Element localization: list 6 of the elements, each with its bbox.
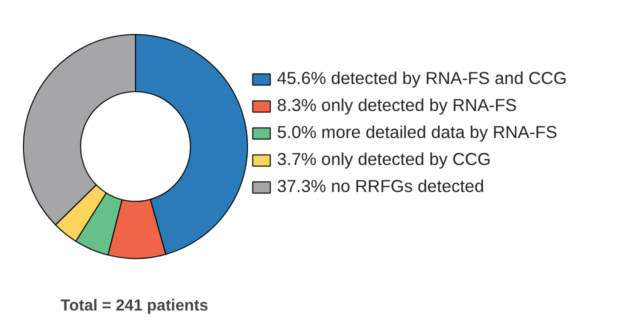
legend-label: 37.3% no RRFGs detected: [277, 176, 484, 197]
legend-label: 3.7% only detected by CCG: [277, 149, 491, 170]
legend-label: 8.3% only detected by RNA-FS: [277, 95, 517, 116]
legend-label: 45.6% detected by RNA-FS and CCG: [277, 68, 567, 89]
legend-label: 5.0% more detailed data by RNA-FS: [277, 122, 558, 143]
text: Total = 241 patients: [60, 298, 208, 314]
